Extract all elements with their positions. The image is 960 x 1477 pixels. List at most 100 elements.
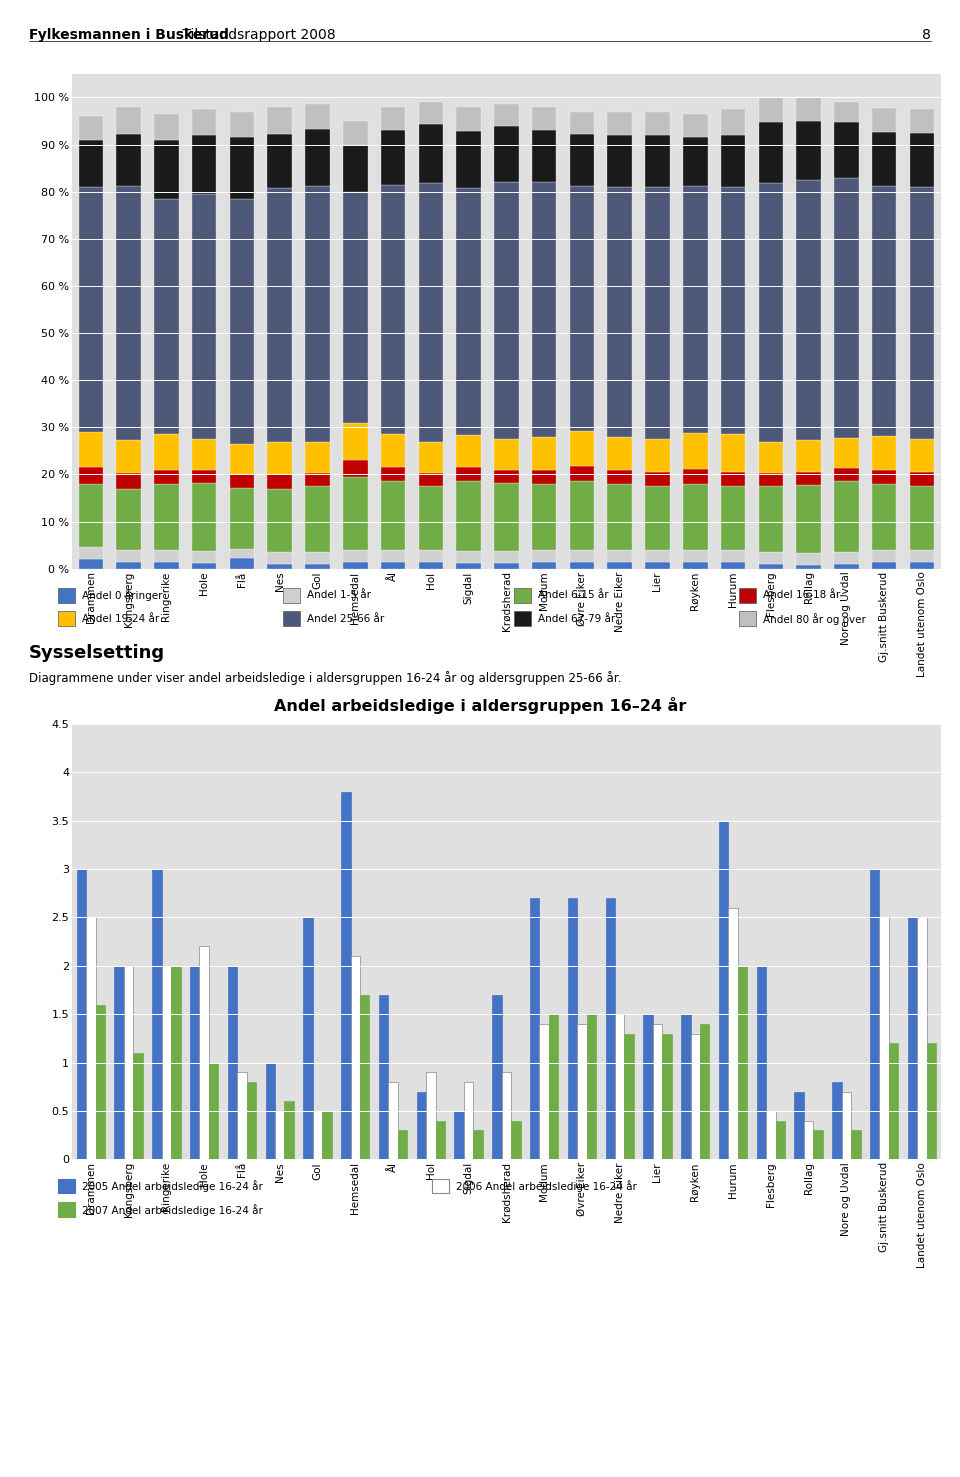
- Bar: [381, 482, 405, 549]
- Text: 8: 8: [923, 28, 931, 41]
- Bar: [569, 112, 594, 134]
- Bar: [540, 1024, 549, 1159]
- Bar: [796, 484, 821, 552]
- Bar: [690, 1034, 700, 1159]
- Bar: [381, 434, 405, 467]
- Bar: [766, 1111, 776, 1159]
- Bar: [192, 439, 217, 470]
- Bar: [192, 134, 217, 193]
- Bar: [795, 1092, 804, 1159]
- Bar: [834, 564, 858, 569]
- Bar: [796, 180, 821, 440]
- Bar: [645, 486, 670, 549]
- Bar: [813, 1130, 823, 1159]
- Bar: [343, 422, 368, 461]
- Bar: [464, 1083, 473, 1159]
- Bar: [683, 549, 708, 561]
- Bar: [738, 966, 747, 1159]
- Bar: [268, 442, 292, 474]
- Bar: [171, 966, 180, 1159]
- Bar: [229, 443, 254, 474]
- Bar: [834, 482, 858, 552]
- Bar: [133, 1053, 143, 1159]
- Bar: [494, 470, 518, 483]
- Text: Andel 6-15 år: Andel 6-15 år: [538, 591, 609, 600]
- Bar: [343, 461, 368, 477]
- Bar: [343, 121, 368, 145]
- Bar: [124, 966, 133, 1159]
- Bar: [910, 133, 934, 188]
- Bar: [908, 917, 917, 1159]
- Bar: [910, 486, 934, 549]
- Bar: [268, 489, 292, 552]
- Bar: [532, 437, 557, 470]
- Text: Andel 25-66 år: Andel 25-66 år: [307, 614, 384, 623]
- Bar: [305, 186, 330, 442]
- Bar: [343, 561, 368, 569]
- Text: Tilstandsrapport 2008: Tilstandsrapport 2008: [178, 28, 335, 41]
- Bar: [608, 437, 632, 470]
- Bar: [473, 1130, 483, 1159]
- Bar: [532, 106, 557, 130]
- Text: Diagrammene under viser andel arbeidsledige i aldersgruppen 16-24 år og aldersgr: Diagrammene under viser andel arbeidsled…: [29, 671, 621, 684]
- Bar: [419, 486, 444, 549]
- Bar: [268, 564, 292, 569]
- Bar: [608, 188, 632, 437]
- Bar: [796, 552, 821, 564]
- Bar: [456, 480, 481, 551]
- Bar: [247, 1083, 256, 1159]
- Bar: [381, 561, 405, 569]
- Bar: [872, 186, 897, 436]
- Bar: [229, 199, 254, 443]
- Bar: [889, 1043, 899, 1159]
- Bar: [419, 442, 444, 473]
- Bar: [229, 558, 254, 569]
- Bar: [494, 105, 518, 126]
- Bar: [852, 1130, 860, 1159]
- Bar: [569, 482, 594, 549]
- Bar: [456, 188, 481, 436]
- Bar: [615, 1015, 624, 1159]
- Bar: [229, 549, 254, 558]
- Bar: [608, 561, 632, 569]
- Bar: [77, 868, 86, 1159]
- Bar: [305, 486, 330, 552]
- Bar: [381, 467, 405, 482]
- Bar: [229, 112, 254, 137]
- Bar: [116, 440, 141, 474]
- Bar: [910, 109, 934, 133]
- Bar: [284, 1102, 294, 1159]
- Bar: [155, 470, 179, 484]
- Bar: [456, 106, 481, 131]
- Bar: [456, 563, 481, 569]
- Bar: [758, 564, 783, 569]
- Bar: [79, 117, 103, 140]
- Bar: [266, 1062, 275, 1159]
- Bar: [436, 1121, 445, 1159]
- Text: Andel 19-24 år: Andel 19-24 år: [82, 614, 158, 623]
- Bar: [419, 549, 444, 561]
- Bar: [683, 186, 708, 433]
- Bar: [417, 1092, 426, 1159]
- Bar: [796, 121, 821, 180]
- Bar: [494, 126, 518, 182]
- Bar: [804, 1121, 813, 1159]
- Bar: [116, 474, 141, 489]
- Bar: [872, 549, 897, 561]
- Bar: [721, 486, 745, 549]
- Bar: [456, 467, 481, 480]
- Bar: [645, 561, 670, 569]
- Bar: [721, 434, 745, 473]
- Bar: [683, 484, 708, 549]
- Bar: [86, 917, 96, 1159]
- Bar: [662, 1034, 672, 1159]
- Text: Andel 16-18 år: Andel 16-18 år: [763, 591, 840, 600]
- Bar: [532, 182, 557, 437]
- Bar: [796, 440, 821, 471]
- Text: 2007 Andel arbeidsledige 16-24 år: 2007 Andel arbeidsledige 16-24 år: [82, 1204, 262, 1216]
- Bar: [209, 1062, 218, 1159]
- Bar: [608, 484, 632, 549]
- Bar: [192, 109, 217, 134]
- Bar: [419, 473, 444, 486]
- Bar: [305, 128, 330, 186]
